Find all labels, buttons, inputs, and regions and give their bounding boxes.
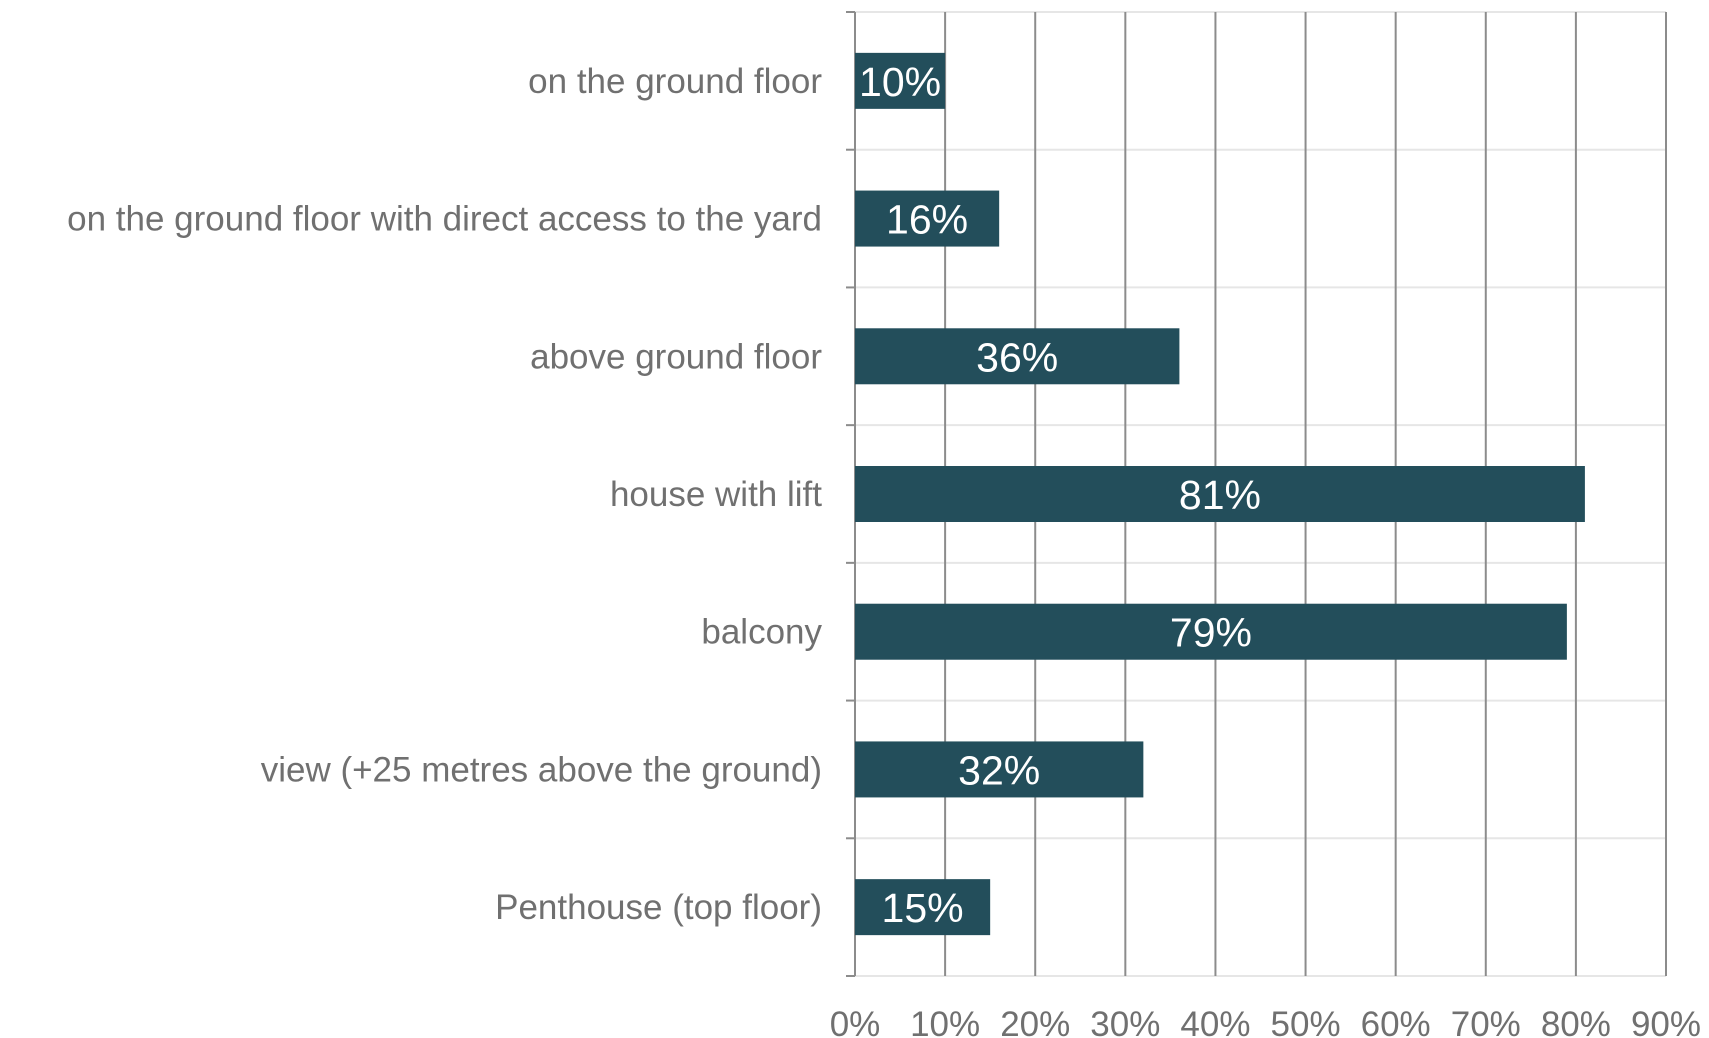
data-label: 79% (1170, 610, 1252, 656)
x-tick-label: 90% (1631, 1005, 1701, 1038)
category-label: house with lift (610, 475, 822, 514)
x-tick-label: 50% (1271, 1005, 1341, 1038)
x-tick-label: 60% (1361, 1005, 1431, 1038)
bar (855, 52, 946, 109)
category-label: on the ground floor (528, 62, 822, 101)
bar (855, 879, 991, 936)
data-label: 32% (958, 747, 1040, 793)
bar (855, 466, 1585, 522)
x-tick-label: 10% (910, 1005, 980, 1038)
data-label: 15% (882, 885, 964, 931)
data-label: 16% (886, 197, 968, 243)
x-tick-label: 70% (1451, 1005, 1521, 1038)
x-tick-labels: 0% 10% 20% 30% 40% 50% 60% 70% 80% 90% (830, 1005, 1701, 1038)
category-label: on the ground floor with direct access t… (67, 200, 822, 239)
data-labels: 10% 16% 36% 81% 79% 32% 15% (859, 59, 1261, 931)
bar (855, 741, 1144, 798)
category-label: balcony (701, 613, 822, 652)
bar (855, 603, 1567, 660)
category-label: Penthouse (top floor) (495, 888, 822, 927)
category-labels: on the ground floor on the ground floor w… (67, 62, 822, 927)
x-tick-label: 20% (1000, 1005, 1070, 1038)
bar (855, 190, 1000, 247)
data-label: 10% (859, 59, 941, 105)
x-tick-label: 30% (1090, 1005, 1160, 1038)
category-label: above ground floor (530, 337, 822, 376)
category-label: view (+25 metres above the ground) (261, 750, 822, 789)
data-label: 36% (976, 334, 1058, 380)
bar (855, 328, 1180, 385)
x-tick-label: 40% (1180, 1005, 1250, 1038)
x-tick-label: 0% (830, 1005, 881, 1038)
data-label: 81% (1179, 472, 1261, 518)
x-tick-label: 80% (1541, 1005, 1611, 1038)
bars-group (855, 52, 1585, 936)
